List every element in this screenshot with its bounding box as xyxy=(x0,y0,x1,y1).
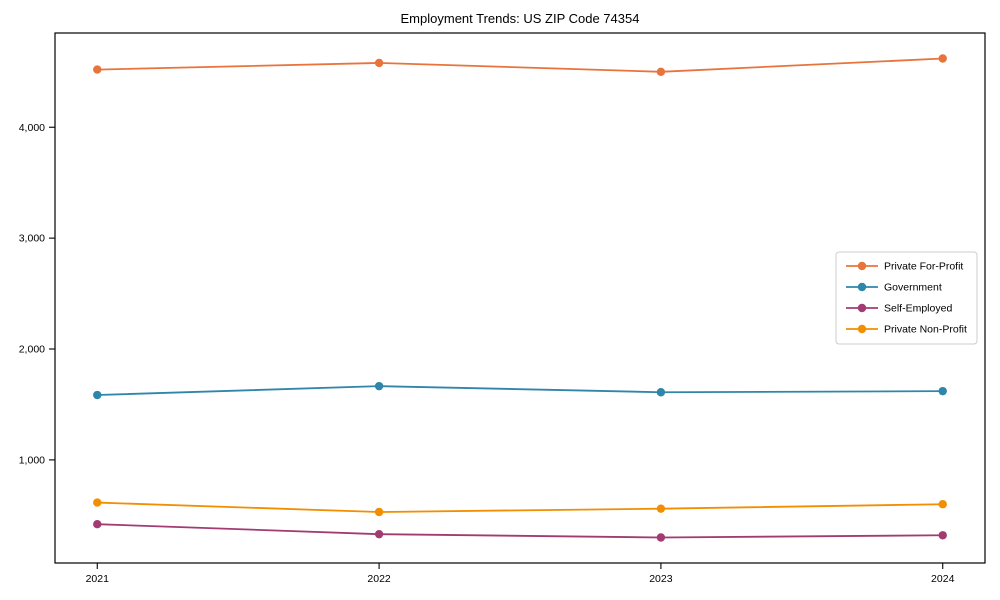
plot-area: 1,000 2,000 3,000 4,000 2021 2022 2023 2024 Priv… xyxy=(19,32,986,585)
y-tick-label: 2,000 xyxy=(19,344,45,356)
series-marker-private-for-profit xyxy=(374,58,384,68)
series-line-private-non-profit xyxy=(97,501,943,513)
legend-marker-private-for-profit xyxy=(857,261,867,271)
x-tick-label: 2023 xyxy=(649,573,673,585)
series-marker-private-for-profit xyxy=(656,67,666,77)
legend-box xyxy=(835,251,978,345)
x-tick-label: 2022 xyxy=(367,573,391,585)
series-marker-government xyxy=(93,390,102,400)
plot-border xyxy=(54,32,986,564)
series-marker-self-employed xyxy=(656,533,666,542)
legend-marker-private-non-profit xyxy=(857,324,867,334)
x-tick-label: 2021 xyxy=(86,573,110,585)
legend-label-private-for-profit: Private For-Profit xyxy=(884,261,963,273)
series-marker-self-employed xyxy=(938,531,947,540)
series-marker-private-for-profit xyxy=(93,65,102,74)
legend-label-self-employed: Self-Employed xyxy=(884,303,952,315)
y-tick-label: 1,000 xyxy=(19,454,45,466)
series-marker-government xyxy=(938,386,947,396)
y-tick-label: 3,000 xyxy=(19,233,45,245)
series-marker-private-non-profit xyxy=(938,500,947,509)
y-tick-label: 4,000 xyxy=(19,122,45,134)
series-marker-private-non-profit xyxy=(374,507,384,517)
series-line-government xyxy=(97,385,943,396)
series-marker-government xyxy=(374,381,384,391)
x-tick-label: 2024 xyxy=(931,573,955,585)
legend-label-government: Government xyxy=(884,282,942,294)
series-marker-government xyxy=(656,388,666,397)
series-marker-self-employed xyxy=(93,519,102,529)
chart-title: Employment Trends: US ZIP Code 74354 xyxy=(401,11,640,26)
legend-marker-government xyxy=(857,282,867,292)
series-line-self-employed xyxy=(97,523,943,539)
series-marker-self-employed xyxy=(374,529,384,539)
series-marker-private-non-profit xyxy=(656,504,666,513)
series-line-private-for-profit xyxy=(97,57,943,73)
series-marker-private-for-profit xyxy=(938,54,947,63)
legend-label-private-non-profit: Private Non-Profit xyxy=(884,324,967,336)
series-marker-private-non-profit xyxy=(93,498,102,507)
legend-marker-self-employed xyxy=(857,303,867,313)
